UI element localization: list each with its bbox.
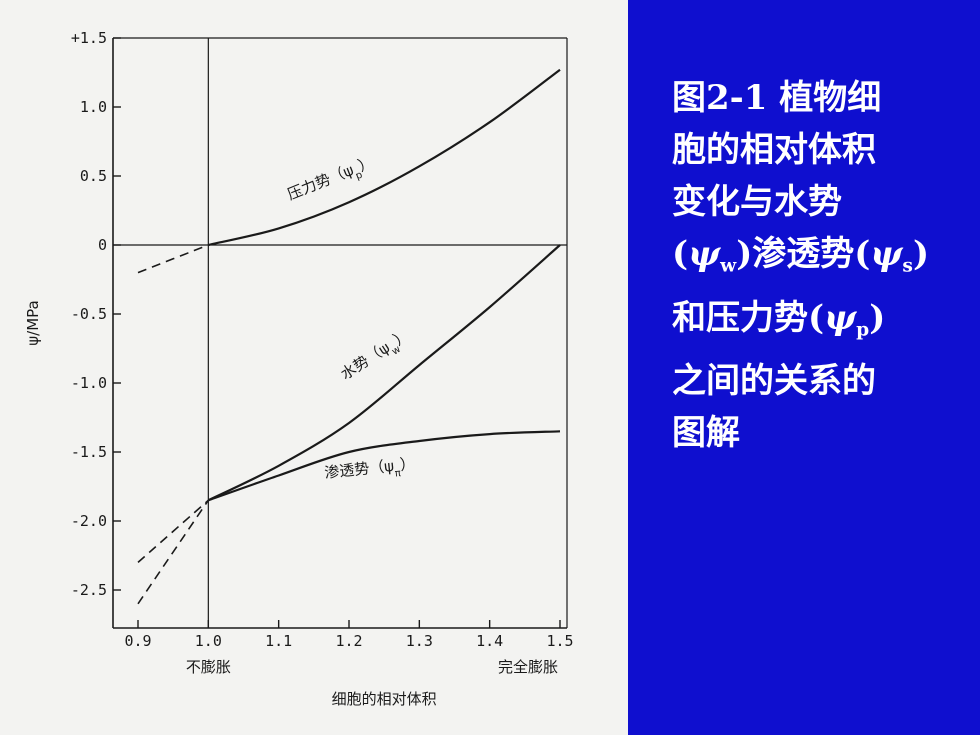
caption-paren: ) [869,297,886,338]
caption-line-5: 和压力势(ψp) [672,292,962,356]
y-axis-label: ψ/MPa [24,300,42,345]
curve-label-text: 水势（ψ [337,338,393,383]
series-line [207,430,561,502]
caption-psi: ψ [824,297,857,338]
y-tick-label: -2.0 [71,512,107,530]
curve-label: 压力势（ψp） [285,153,378,208]
x-tick-label: 1.4 [476,632,503,650]
curve-label-close: ） [399,455,416,474]
caption-text: )渗透势( [736,234,871,274]
x-tick-label: 1.3 [406,632,433,650]
y-tick-label: -1.5 [71,443,107,461]
curve-label-text: 压力势（ψ [285,161,357,204]
caption-psi: ψ [870,234,903,274]
scanned-figure: +1.5 1.0 0.5 0 -0.5 -1.0 -1.5 -2.0 -2.5 0.9 1.0 1.1… [24,29,574,708]
caption-paren: ( [672,234,689,274]
x-tick-label: 1.2 [335,632,362,650]
series-dashed-segment [137,244,209,274]
y-tick-label: 0 [98,236,107,254]
caption-text: 和压力势( [672,297,825,338]
caption-psi: ψ [688,234,721,274]
series-dashed-segment [137,499,209,605]
y-tick-label: -0.5 [71,305,107,323]
y-tick-label: +1.5 [71,29,107,47]
ticks: +1.5 1.0 0.5 0 -0.5 -1.0 -1.5 -2.0 -2.5 0.9 1.0 1.1… [71,29,574,650]
series-layer [137,68,561,605]
x-tick-label: 1.5 [546,632,573,650]
curve-label-text: 渗透势（ψ [324,457,395,482]
series-dashed-segment [137,499,209,563]
y-tick-label: 1.0 [80,98,107,116]
x-annotation: 不膨胀 [186,658,231,676]
curve-label-sub: π [394,468,401,480]
y-tick-label: 0.5 [80,167,107,185]
figure-caption: 图2-1 植物细 胞的相对体积 变化与水势 (ψw)渗透势(ψs) 和压力势(ψ… [672,72,962,459]
curve-label: 渗透势（ψπ） [324,455,417,487]
x-axis-label: 细胞的相对体积 [332,690,437,708]
caption-line-4: (ψw)渗透势(ψs) [672,228,962,292]
caption-sub: s [902,254,913,277]
caption-sub: p [856,318,870,341]
x-tick-label: 1.1 [265,632,292,650]
caption-line-1: 图2-1 植物细 [672,78,882,118]
series-line [208,68,561,247]
x-tick-label: 0.9 [124,632,151,650]
y-tick-label: -2.5 [71,581,107,599]
axes [112,37,568,629]
caption-line-2: 胞的相对体积 [672,130,876,170]
chart: +1.5 1.0 0.5 0 -0.5 -1.0 -1.5 -2.0 -2.5 0.9 1.0 1.1… [24,29,574,708]
series-line [207,244,561,502]
x-tick-label: 1.0 [195,632,222,650]
caption-sub: w [720,254,737,277]
curve-label-close: ） [355,153,376,175]
caption-paren: ) [912,234,930,274]
curve-label-sub: p [354,169,364,182]
caption-line-7: 图解 [672,413,740,454]
x-annotation: 完全膨胀 [498,658,558,676]
caption-line-6: 之间的关系的 [672,361,876,402]
caption-line-3: 变化与水势 [672,182,842,222]
caption-panel [628,0,980,735]
y-tick-label: -1.0 [71,374,107,392]
